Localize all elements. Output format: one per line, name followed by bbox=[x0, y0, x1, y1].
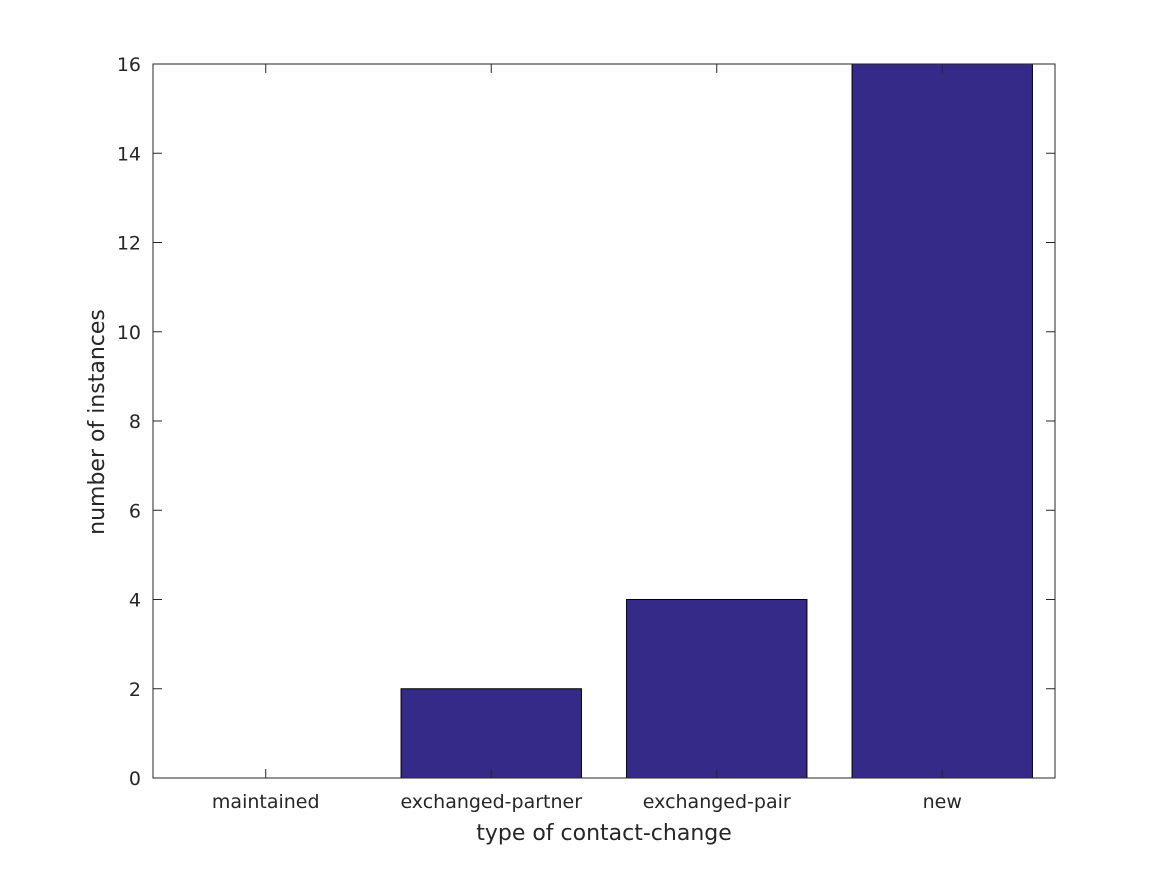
x-tick-label: exchanged-partner bbox=[400, 791, 582, 813]
y-tick-label: 4 bbox=[129, 590, 141, 612]
bar-new bbox=[851, 63, 1033, 779]
y-tick-label: 2 bbox=[129, 679, 141, 701]
x-axis-label: type of contact-change bbox=[476, 821, 732, 846]
bars-layer bbox=[400, 63, 1033, 779]
y-tick-label: 10 bbox=[117, 322, 141, 344]
y-tick-label: 16 bbox=[117, 54, 141, 76]
y-axis-label: number of instances bbox=[85, 309, 110, 535]
bar-exchanged-pair bbox=[626, 599, 808, 779]
y-tick-label: 0 bbox=[129, 768, 141, 790]
y-tick-label: 6 bbox=[129, 500, 141, 522]
y-tick-label: 12 bbox=[117, 233, 141, 255]
y-tick-label: 14 bbox=[117, 143, 141, 165]
y-tick-label: 8 bbox=[129, 411, 141, 433]
tick-labels-layer: maintained exchanged-partner exchanged-pai… bbox=[117, 54, 962, 813]
x-tick-label: new bbox=[923, 791, 962, 813]
x-tick-label: exchanged-pair bbox=[643, 791, 791, 813]
bar-exchanged-partner bbox=[400, 688, 582, 779]
x-tick-label: maintained bbox=[212, 791, 320, 813]
ticks-layer bbox=[153, 63, 1055, 779]
